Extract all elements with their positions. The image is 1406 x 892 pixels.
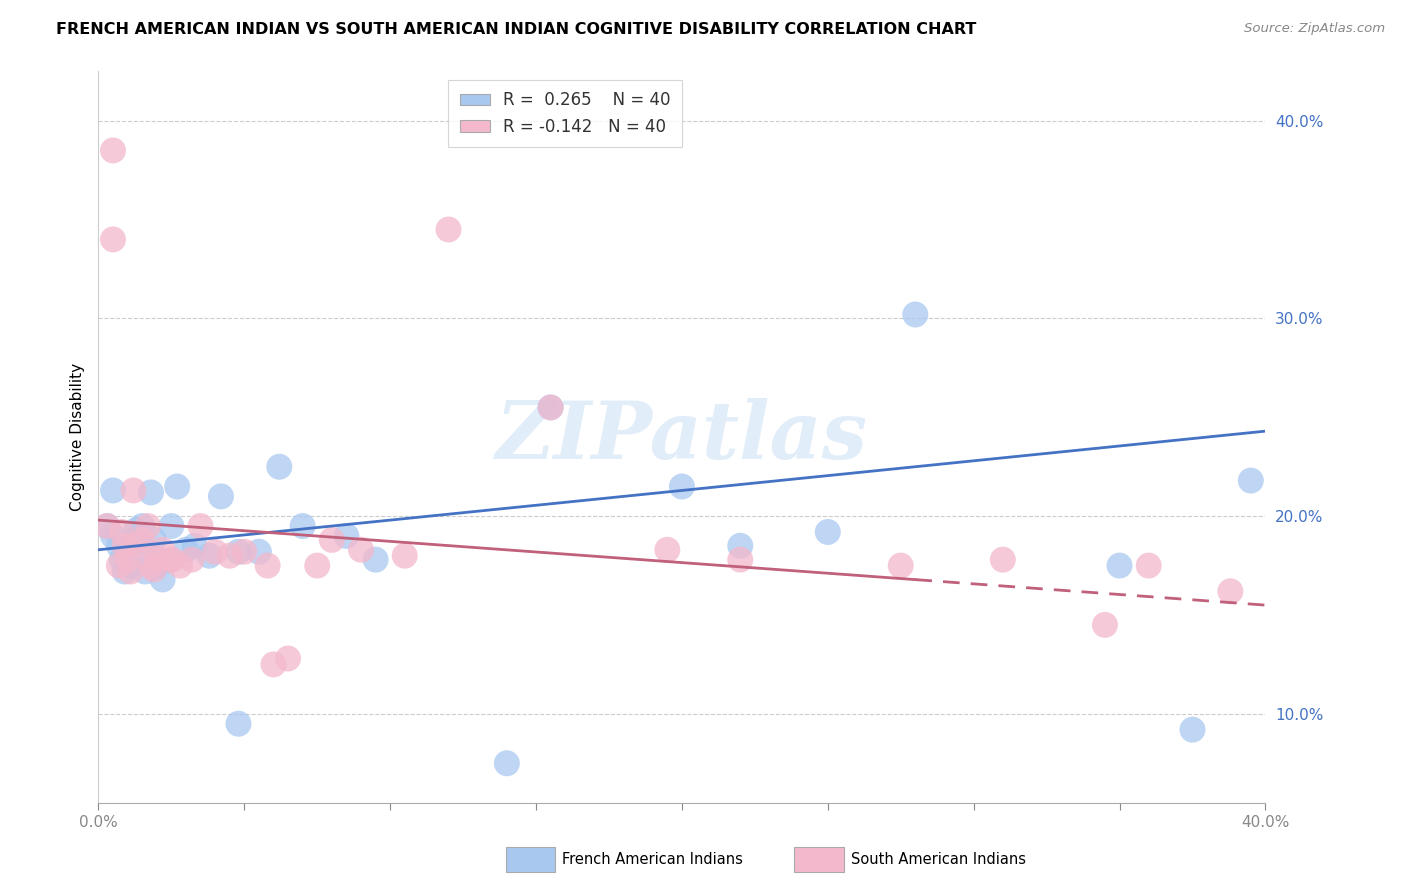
Point — [657, 542, 679, 557]
Point — [904, 308, 927, 322]
Point — [291, 519, 314, 533]
Point — [134, 565, 156, 579]
Point — [136, 519, 159, 533]
Point — [350, 542, 373, 557]
Point — [1137, 558, 1160, 573]
Point — [111, 524, 134, 539]
Point — [256, 558, 278, 573]
Point — [146, 552, 169, 566]
Point — [122, 483, 145, 498]
Point — [228, 545, 250, 559]
Point — [146, 558, 169, 573]
Point — [262, 657, 284, 672]
Point — [142, 533, 165, 547]
Point — [183, 539, 205, 553]
Point — [209, 489, 232, 503]
Point — [1181, 723, 1204, 737]
Point — [1108, 558, 1130, 573]
Point — [111, 552, 134, 566]
Point — [142, 562, 165, 576]
Point — [125, 523, 148, 537]
Point — [152, 542, 174, 557]
Point — [125, 539, 148, 553]
Point — [180, 552, 202, 566]
Point — [277, 651, 299, 665]
Point — [160, 552, 183, 566]
Point — [122, 533, 145, 547]
Text: FRENCH AMERICAN INDIAN VS SOUTH AMERICAN INDIAN COGNITIVE DISABILITY CORRELATION: FRENCH AMERICAN INDIAN VS SOUTH AMERICAN… — [56, 22, 977, 37]
Point — [437, 222, 460, 236]
Point — [136, 545, 159, 559]
Y-axis label: Cognitive Disability: Cognitive Disability — [69, 363, 84, 511]
Point — [117, 542, 139, 557]
Point — [101, 232, 124, 246]
Point — [108, 558, 131, 573]
Point — [139, 558, 162, 573]
Point — [335, 529, 357, 543]
Point — [671, 479, 693, 493]
Point — [394, 549, 416, 563]
Point — [101, 483, 124, 498]
Point — [190, 519, 212, 533]
Point — [160, 552, 183, 566]
Point — [152, 573, 174, 587]
Point — [96, 519, 118, 533]
Point — [139, 485, 162, 500]
Point — [218, 549, 240, 563]
Point — [269, 459, 291, 474]
Point — [496, 756, 519, 771]
Point — [730, 539, 752, 553]
Point — [198, 549, 221, 563]
Point — [817, 524, 839, 539]
Point — [1094, 618, 1116, 632]
Point — [1219, 584, 1241, 599]
Point — [120, 558, 142, 573]
Point — [233, 545, 256, 559]
Point — [174, 542, 197, 557]
Point — [321, 533, 343, 547]
Point — [307, 558, 329, 573]
Text: French American Indians: French American Indians — [562, 853, 744, 867]
Point — [114, 539, 136, 553]
Point — [228, 716, 250, 731]
Point — [101, 529, 124, 543]
Point — [991, 552, 1014, 566]
Point — [96, 519, 118, 533]
Point — [114, 565, 136, 579]
Legend: R =  0.265    N = 40, R = -0.142   N = 40: R = 0.265 N = 40, R = -0.142 N = 40 — [449, 79, 682, 147]
Text: South American Indians: South American Indians — [851, 853, 1025, 867]
Point — [247, 545, 270, 559]
Text: Source: ZipAtlas.com: Source: ZipAtlas.com — [1244, 22, 1385, 36]
Point — [120, 565, 142, 579]
Point — [108, 539, 131, 553]
Point — [160, 519, 183, 533]
Point — [117, 552, 139, 566]
Point — [364, 552, 387, 566]
Point — [730, 552, 752, 566]
Point — [131, 519, 153, 533]
Text: ZIPatlas: ZIPatlas — [496, 399, 868, 475]
Point — [540, 401, 562, 415]
Point — [1240, 474, 1263, 488]
Point — [101, 144, 124, 158]
Point — [890, 558, 912, 573]
Point — [204, 545, 226, 559]
Point — [166, 479, 188, 493]
Point — [169, 558, 191, 573]
Point — [160, 552, 183, 566]
Point — [131, 533, 153, 547]
Point — [540, 401, 562, 415]
